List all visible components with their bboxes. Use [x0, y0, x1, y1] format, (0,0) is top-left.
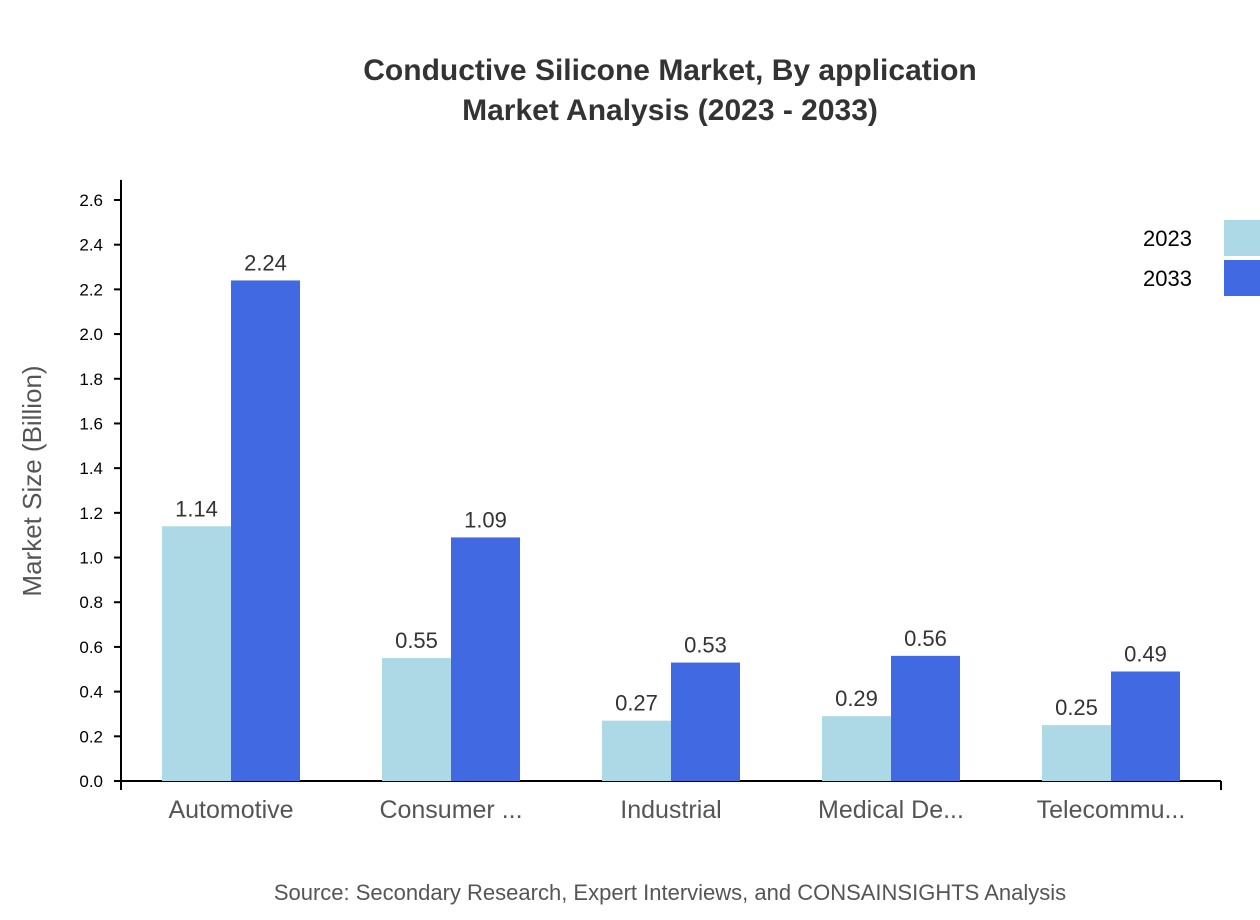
bar-2033 — [671, 662, 740, 781]
data-label: 0.55 — [395, 628, 438, 653]
bar-2033 — [1111, 671, 1180, 781]
y-tick-label: 1.4 — [79, 459, 103, 478]
data-label: 1.14 — [175, 496, 218, 521]
bar-2023 — [602, 720, 671, 781]
y-tick-label: 0.4 — [79, 683, 103, 702]
y-tick-label: 0.8 — [79, 593, 103, 612]
y-tick-label: 1.0 — [79, 549, 103, 568]
legend-label: 2033 — [1143, 266, 1192, 291]
y-tick-label: 2.6 — [79, 191, 103, 210]
data-label: 1.09 — [464, 507, 507, 532]
data-label: 2.24 — [244, 250, 287, 275]
bars: 1.14 2.24 0.55 1.09 0.27 0.53 0.29 0.56 0.25 0.49 — [162, 250, 1180, 781]
legend-swatch — [1224, 260, 1260, 296]
bar-2033 — [231, 280, 300, 781]
data-label: 0.56 — [904, 626, 947, 651]
y-tick-label: 2.4 — [79, 236, 103, 255]
y-tick-label: 0.2 — [79, 727, 103, 746]
data-label: 0.53 — [684, 633, 727, 658]
bar-2033 — [451, 537, 520, 781]
y-tick-label: 2.2 — [79, 280, 103, 299]
bar-2023 — [1042, 725, 1111, 781]
y-tick-label: 1.6 — [79, 414, 103, 433]
legend-swatch — [1224, 220, 1260, 256]
y-axis-label: Market Size (Billion) — [17, 365, 47, 596]
data-label: 0.27 — [615, 691, 658, 716]
x-tick-label: Industrial — [620, 796, 721, 824]
x-tick-label: Medical De... — [818, 796, 964, 824]
y-tick-label: 0.0 — [79, 772, 103, 791]
axes: 0.0 0.2 0.4 0.6 0.8 1.0 1.2 1.4 1.6 1.8 2.0 2.2 2.4 2… — [79, 179, 1222, 824]
data-label: 0.49 — [1124, 642, 1167, 667]
source-note: Source: Secondary Research, Expert Inter… — [274, 880, 1066, 905]
x-tick-label: Consumer ... — [379, 796, 522, 824]
data-label: 0.25 — [1055, 695, 1098, 720]
chart-title: Conductive Silicone Market, By applicati… — [363, 54, 976, 87]
y-tick-label: 2.0 — [79, 325, 103, 344]
bar-2023 — [382, 658, 451, 781]
bar-2023 — [162, 526, 231, 781]
bar-2033 — [891, 655, 960, 781]
data-label: 0.29 — [835, 686, 878, 711]
y-tick-label: 0.6 — [79, 638, 103, 657]
x-tick-label: Automotive — [168, 796, 293, 824]
bar-2023 — [822, 716, 891, 781]
y-tick-label: 1.2 — [79, 504, 103, 523]
x-tick-label: Telecommu... — [1037, 796, 1186, 824]
y-tick-label: 1.8 — [79, 370, 103, 389]
legend-label: 2023 — [1143, 226, 1192, 251]
legend: 2023 2033 — [1143, 220, 1260, 296]
chart-subtitle: Market Analysis (2023 - 2033) — [462, 94, 878, 127]
